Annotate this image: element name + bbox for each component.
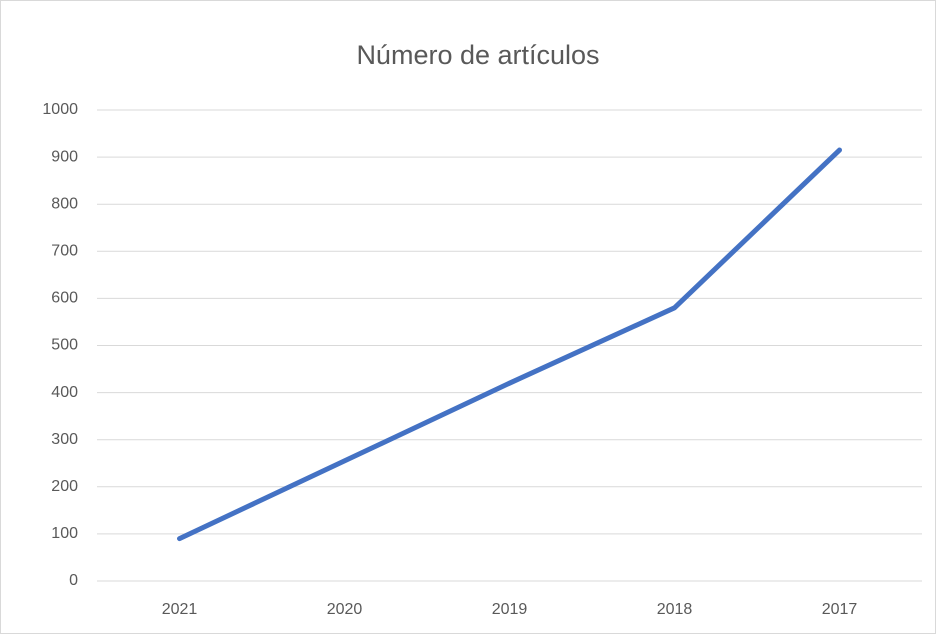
y-tick-label: 300 bbox=[51, 431, 78, 448]
x-tick-label: 2020 bbox=[327, 601, 363, 618]
y-tick-label: 700 bbox=[51, 243, 78, 260]
x-tick-label: 2021 bbox=[162, 601, 198, 618]
data-line bbox=[177, 147, 842, 542]
y-tick-label: 800 bbox=[51, 195, 78, 212]
y-tick-label: 500 bbox=[51, 337, 78, 354]
x-tick-label: 2018 bbox=[657, 601, 693, 618]
x-tick-label: 2017 bbox=[822, 601, 858, 618]
y-tick-label: 900 bbox=[51, 148, 78, 165]
x-tick-label: 2019 bbox=[492, 601, 528, 618]
y-tick-label: 600 bbox=[51, 290, 78, 307]
y-tick-label: 200 bbox=[51, 478, 78, 495]
y-tick-label: 100 bbox=[51, 525, 78, 542]
y-tick-label: 0 bbox=[69, 572, 78, 589]
y-tick-label: 1000 bbox=[42, 101, 78, 118]
chart-title: Número de artículos bbox=[356, 40, 599, 70]
y-tick-label: 400 bbox=[51, 384, 78, 401]
